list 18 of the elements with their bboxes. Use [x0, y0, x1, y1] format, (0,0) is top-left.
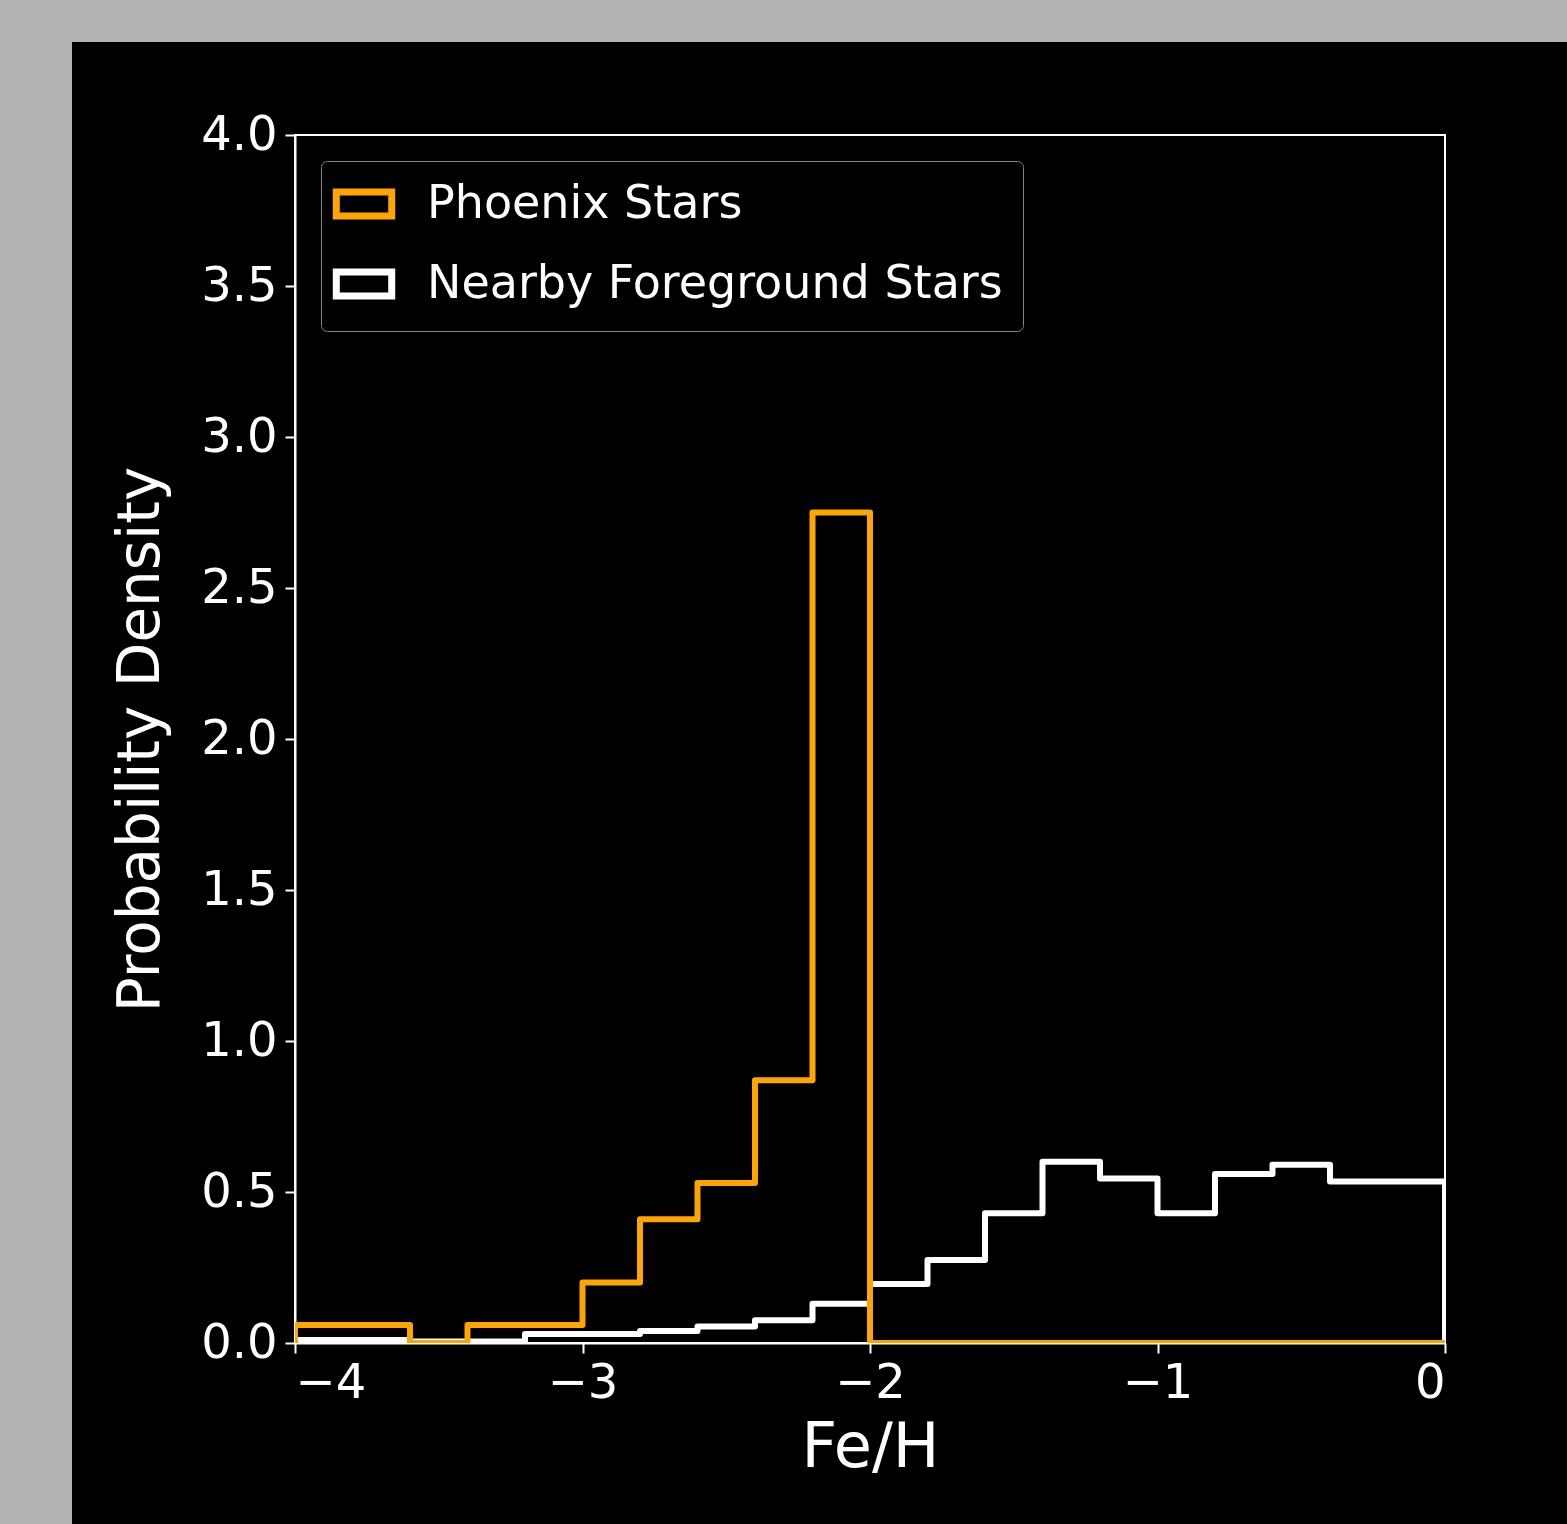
y-tick-label: 3.0	[201, 406, 278, 463]
y-tick-label: 4.0	[201, 104, 278, 161]
x-tick-label: 0	[1414, 1352, 1446, 1409]
x-tick-label: −4	[295, 1352, 367, 1409]
y-tick-label: 1.5	[201, 859, 278, 916]
legend-label: Nearby Foreground Stars	[427, 255, 1003, 309]
legend-label: Phoenix Stars	[427, 175, 743, 229]
y-tick-label: 1.0	[201, 1010, 278, 1067]
y-tick-label: 3.5	[201, 255, 278, 312]
x-tick-label: −1	[1122, 1352, 1194, 1409]
y-tick-label: 2.5	[201, 557, 278, 614]
y-tick-label: 0.5	[201, 1161, 278, 1218]
y-axis-title: Probability Density	[105, 466, 174, 1013]
y-tick-label: 0.0	[201, 1312, 278, 1369]
x-tick-label: −3	[547, 1352, 619, 1409]
x-axis-title: Fe/H	[801, 1408, 940, 1482]
x-tick-label: −2	[835, 1352, 906, 1409]
y-tick-label: 2.0	[201, 708, 278, 765]
